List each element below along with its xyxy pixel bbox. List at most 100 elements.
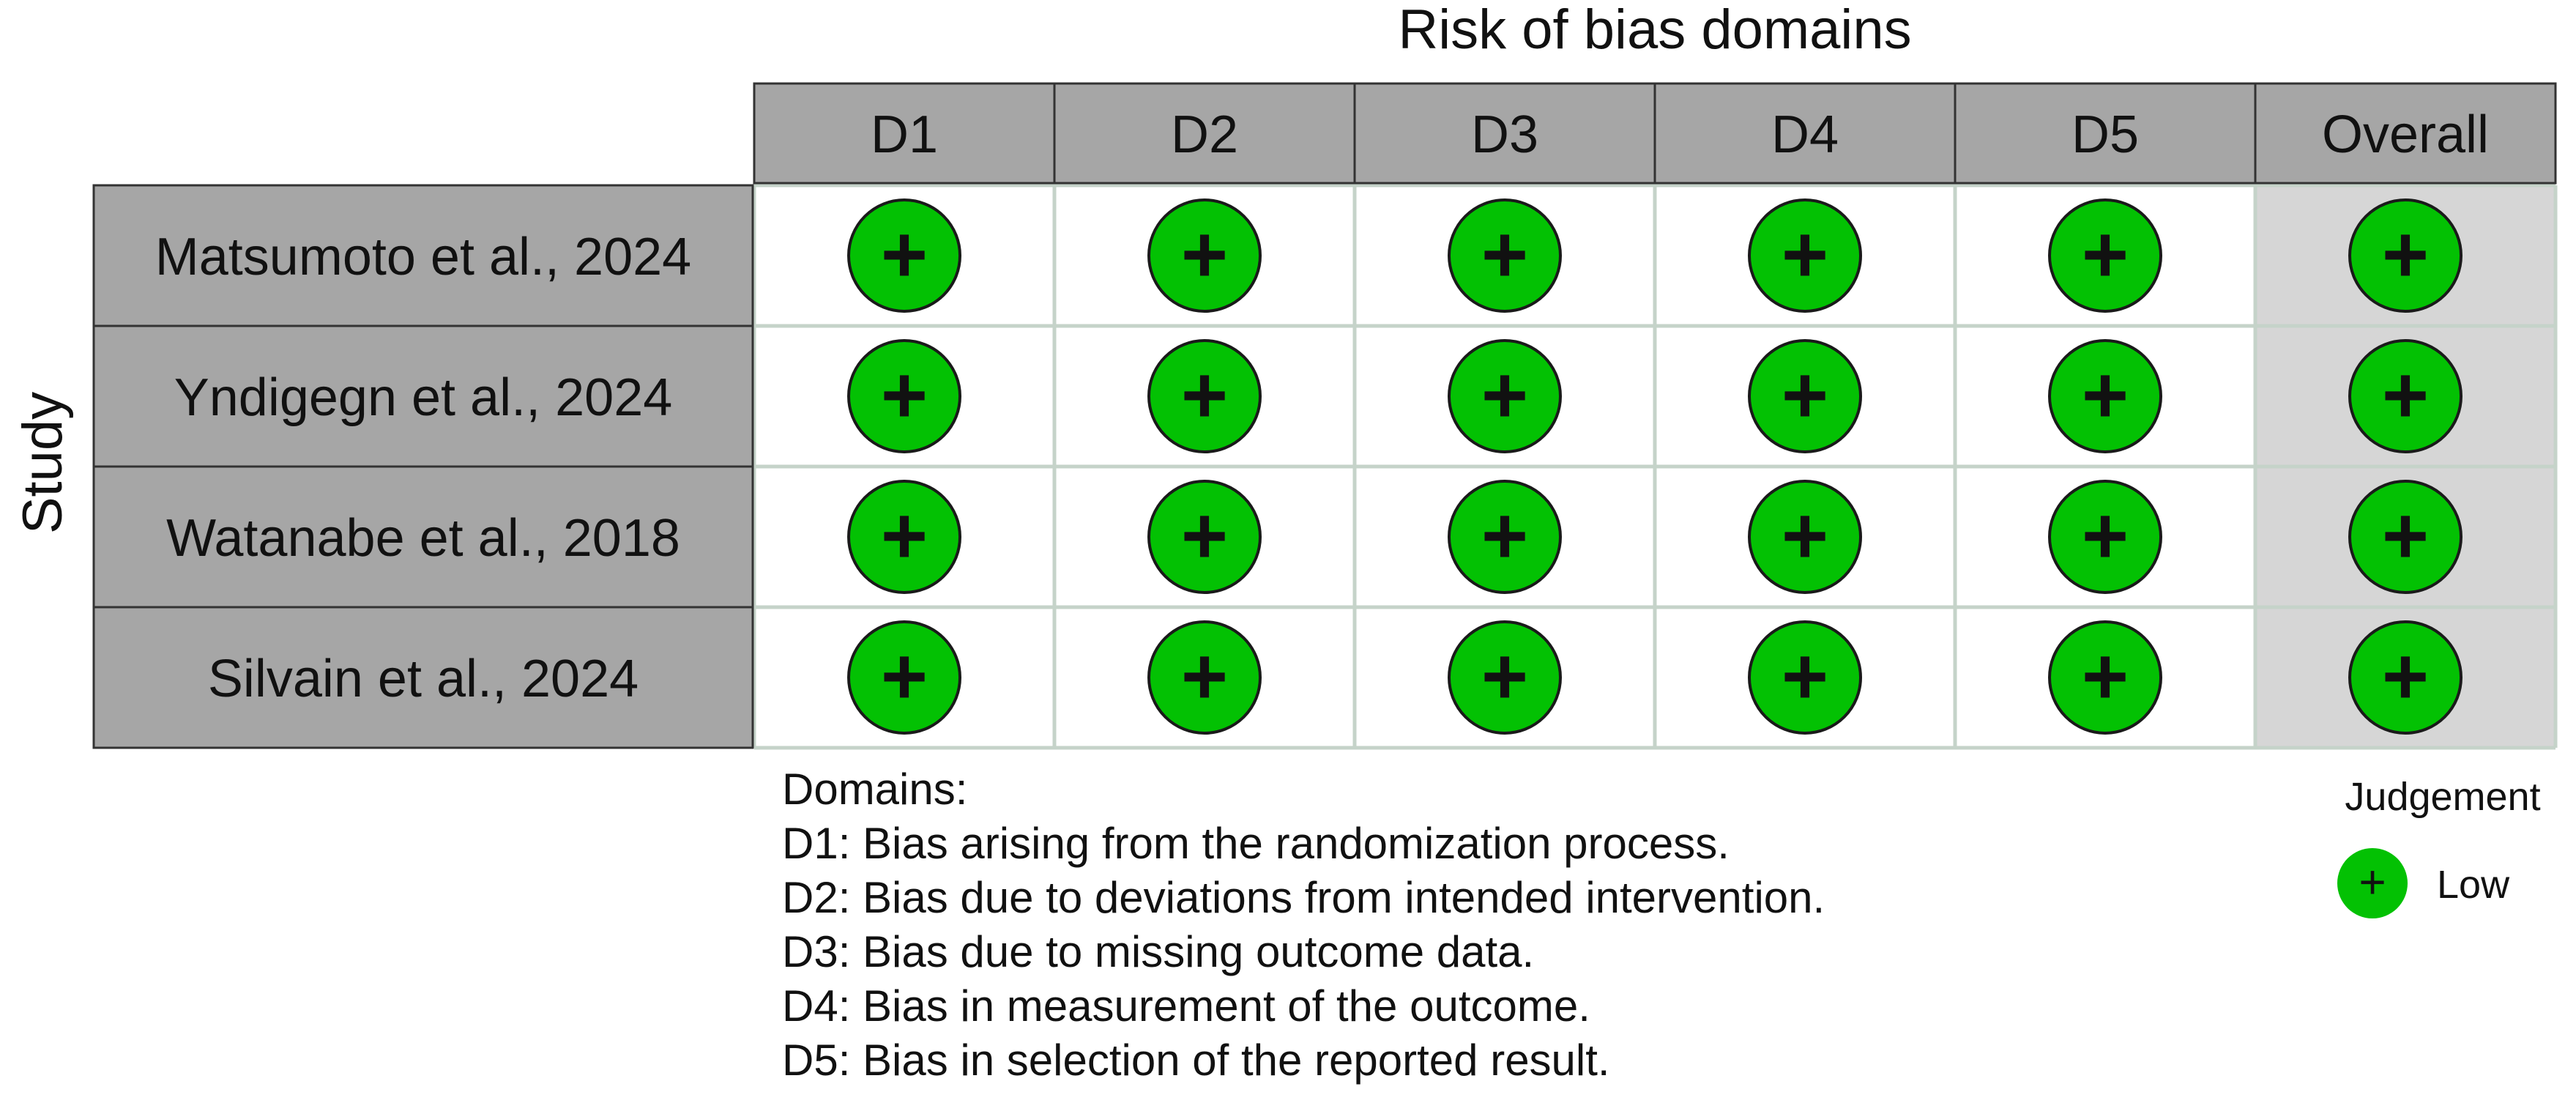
- judgement-circle: [847, 339, 961, 453]
- judgement-mark: +: [1147, 339, 1262, 453]
- judgement-symbol: +: [2082, 631, 2129, 721]
- y-axis-label: Study: [12, 392, 74, 534]
- judgement-symbol: +: [1181, 491, 1228, 581]
- domain-description: D2: Bias due to deviations from intended…: [782, 873, 1825, 922]
- judgement-symbol: +: [2382, 350, 2429, 440]
- judgement-mark: +: [847, 198, 961, 313]
- judgement-symbol: +: [1782, 631, 1828, 721]
- domain-header-row: D1 D2 D3 D4 D5 Overall: [753, 82, 2557, 185]
- study-labels: Matsumoto et al., 2024 Yndigegn et al., 2…: [92, 184, 754, 749]
- domains-key: Domains: D1: Bias arising from the random…: [782, 765, 1825, 1085]
- judgement-circle: [2048, 339, 2162, 453]
- judgement-mark: +: [2348, 620, 2463, 735]
- judgement-circle: [1448, 480, 1562, 594]
- judgement-mark: +: [2048, 480, 2162, 594]
- judgement-mark: +: [2048, 198, 2162, 313]
- domain-description: D3: Bias due to missing outcome data.: [782, 927, 1534, 976]
- judgement-circle: [1748, 339, 1862, 453]
- judgement-symbol: +: [881, 631, 928, 721]
- judgement-mark: +: [1147, 480, 1262, 594]
- judgement-mark: +: [847, 480, 961, 594]
- domain-header-label: Overall: [2322, 105, 2489, 164]
- judgement-circle: [847, 620, 961, 735]
- domain-header-label: D4: [1771, 105, 1839, 164]
- judgement-mark: +: [847, 620, 961, 735]
- judgement-symbol: +: [2382, 491, 2429, 581]
- cell-grid: [752, 183, 2558, 750]
- domain-header-label: D5: [2071, 105, 2139, 164]
- judgement-circle: [1147, 620, 1262, 735]
- judgement-mark: +: [847, 339, 961, 453]
- domain-header-label: D1: [871, 105, 938, 164]
- judgement-symbol: +: [1782, 491, 1828, 581]
- judgement-circle: [1448, 339, 1562, 453]
- judgement-mark: +: [1748, 198, 1862, 313]
- judgement-circle: [2348, 620, 2463, 735]
- judgement-circle: [1147, 339, 1262, 453]
- legend-title: Judgement: [2345, 775, 2540, 819]
- study-label-cell: [92, 465, 754, 609]
- judgement-mark: +: [2348, 339, 2463, 453]
- judgement-symbol: +: [1181, 631, 1228, 721]
- domain-header-cell: [1653, 82, 1957, 185]
- domain-header-cell: [1353, 82, 1656, 185]
- judgement-mark: +: [1748, 480, 1862, 594]
- judgement-circle: [847, 198, 961, 313]
- judgement-mark: +: [2348, 480, 2463, 594]
- judgement-symbol: +: [2082, 209, 2129, 300]
- judgement-symbol: +: [1181, 209, 1228, 300]
- judgement-symbol: +: [881, 350, 928, 440]
- judgement-symbol: +: [1481, 491, 1528, 581]
- judgement-symbol: +: [2382, 631, 2429, 721]
- judgement-circle: [2048, 480, 2162, 594]
- judgement-mark: +: [1448, 339, 1562, 453]
- judgement-circle: [2348, 198, 2463, 313]
- judgement-symbol: +: [1481, 631, 1528, 721]
- domain-header-cell: [1954, 82, 2257, 185]
- domain-header-label: D2: [1171, 105, 1238, 164]
- judgement-symbol: +: [1481, 209, 1528, 300]
- legend-symbol: +: [2359, 855, 2386, 908]
- judgement-symbol: +: [1782, 209, 1828, 300]
- judgement-circle: [1748, 198, 1862, 313]
- judgement-marks: + + + + + + + + + + + + + + + + + + + + + + + +: [847, 198, 2463, 735]
- judgement-mark: +: [2048, 339, 2162, 453]
- judgement-symbol: +: [2082, 350, 2129, 440]
- judgement-symbol: +: [1481, 350, 1528, 440]
- judgement-mark: +: [2048, 620, 2162, 735]
- domain-header-cell: [753, 82, 1056, 185]
- judgement-circle: [1748, 480, 1862, 594]
- judgement-circle: [2348, 480, 2463, 594]
- judgement-symbol: +: [881, 491, 928, 581]
- study-label-cell: [92, 324, 754, 468]
- domain-description: D4: Bias in measurement of the outcome.: [782, 981, 1590, 1030]
- legend-swatch: [2337, 848, 2408, 918]
- study-label-cell: [92, 606, 754, 749]
- judgement-mark: +: [1448, 480, 1562, 594]
- domain-description: D1: Bias arising from the randomization …: [782, 819, 1730, 868]
- judgement-mark: +: [1448, 620, 1562, 735]
- judgement-symbol: +: [1782, 350, 1828, 440]
- judgement-circle: [1748, 620, 1862, 735]
- judgement-circle: [1448, 620, 1562, 735]
- judgement-mark: +: [1448, 198, 1562, 313]
- judgement-mark: +: [1147, 620, 1262, 735]
- legend-item: + Low: [2337, 848, 2510, 918]
- domain-description: D5: Bias in selection of the reported re…: [782, 1036, 1610, 1085]
- judgement-mark: +: [1147, 198, 1262, 313]
- study-label: Silvain et al., 2024: [208, 650, 639, 708]
- judgement-mark: +: [2348, 198, 2463, 313]
- domain-header-label: D3: [1471, 105, 1538, 164]
- judgement-circle: [1147, 480, 1262, 594]
- judgement-symbol: +: [881, 209, 928, 300]
- judgement-legend: Judgement + Low: [2337, 775, 2541, 918]
- study-label: Watanabe et al., 2018: [166, 509, 680, 568]
- judgement-circle: [2348, 339, 2463, 453]
- study-label: Yndigegn et al., 2024: [174, 368, 673, 427]
- study-label: Matsumoto et al., 2024: [155, 228, 691, 286]
- judgement-mark: +: [1748, 339, 1862, 453]
- judgement-circle: [847, 480, 961, 594]
- study-label-cell: [92, 184, 754, 327]
- judgement-circle: [1147, 198, 1262, 313]
